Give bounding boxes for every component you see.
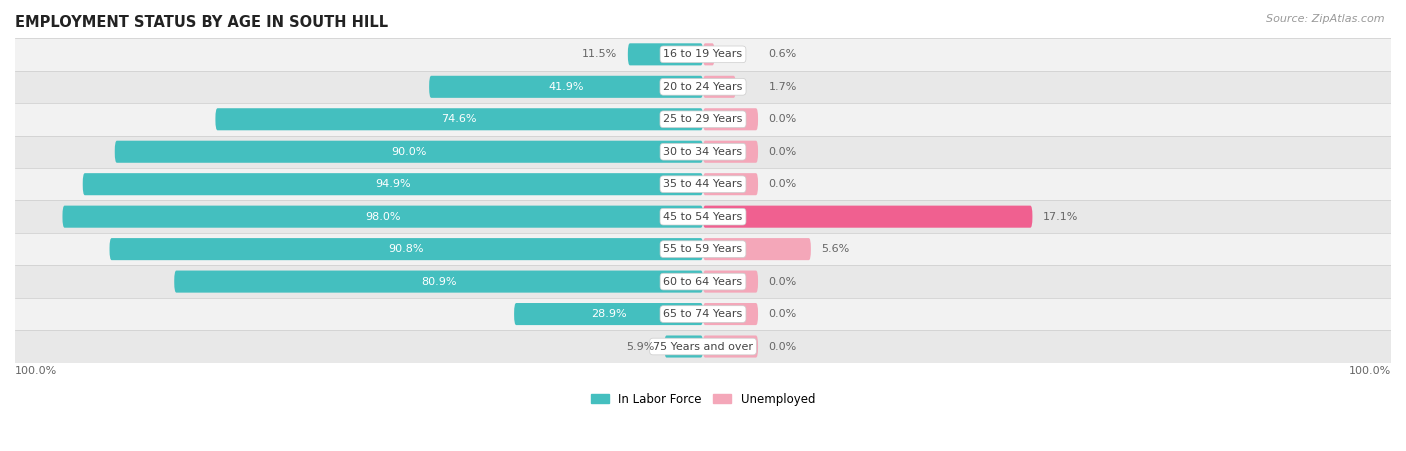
Text: EMPLOYMENT STATUS BY AGE IN SOUTH HILL: EMPLOYMENT STATUS BY AGE IN SOUTH HILL [15, 15, 388, 30]
Text: 11.5%: 11.5% [582, 49, 617, 60]
FancyBboxPatch shape [83, 173, 703, 195]
Bar [15, 135, 1391, 168]
FancyBboxPatch shape [703, 43, 714, 65]
Text: 41.9%: 41.9% [548, 82, 583, 92]
Text: Source: ZipAtlas.com: Source: ZipAtlas.com [1267, 14, 1385, 23]
Text: 5.6%: 5.6% [821, 244, 849, 254]
Text: 100.0%: 100.0% [15, 366, 58, 376]
Text: 65 to 74 Years: 65 to 74 Years [664, 309, 742, 319]
Bar [15, 200, 1391, 233]
Bar [15, 298, 1391, 330]
FancyBboxPatch shape [703, 206, 1032, 228]
Text: 5.9%: 5.9% [626, 341, 654, 351]
Text: 45 to 54 Years: 45 to 54 Years [664, 212, 742, 221]
Text: 55 to 59 Years: 55 to 59 Years [664, 244, 742, 254]
Bar [15, 168, 1391, 200]
FancyBboxPatch shape [515, 303, 703, 325]
Text: 98.0%: 98.0% [366, 212, 401, 221]
FancyBboxPatch shape [703, 76, 735, 98]
Text: 0.0%: 0.0% [768, 341, 797, 351]
FancyBboxPatch shape [174, 271, 703, 293]
Text: 0.0%: 0.0% [768, 114, 797, 124]
FancyBboxPatch shape [703, 108, 758, 130]
Bar [15, 70, 1391, 103]
Bar [15, 103, 1391, 135]
Text: 90.8%: 90.8% [388, 244, 425, 254]
Text: 25 to 29 Years: 25 to 29 Years [664, 114, 742, 124]
Text: 1.7%: 1.7% [768, 82, 797, 92]
Bar [15, 38, 1391, 70]
Text: 17.1%: 17.1% [1043, 212, 1078, 221]
Bar [15, 265, 1391, 298]
FancyBboxPatch shape [703, 271, 758, 293]
FancyBboxPatch shape [110, 238, 703, 260]
FancyBboxPatch shape [215, 108, 703, 130]
Bar [15, 233, 1391, 265]
Text: 75 Years and over: 75 Years and over [652, 341, 754, 351]
FancyBboxPatch shape [703, 303, 758, 325]
Text: 100.0%: 100.0% [1348, 366, 1391, 376]
FancyBboxPatch shape [703, 238, 811, 260]
FancyBboxPatch shape [703, 141, 758, 163]
FancyBboxPatch shape [115, 141, 703, 163]
Legend: In Labor Force, Unemployed: In Labor Force, Unemployed [591, 392, 815, 405]
Text: 0.0%: 0.0% [768, 179, 797, 189]
FancyBboxPatch shape [703, 173, 758, 195]
FancyBboxPatch shape [429, 76, 703, 98]
Text: 28.9%: 28.9% [591, 309, 626, 319]
Text: 20 to 24 Years: 20 to 24 Years [664, 82, 742, 92]
Text: 30 to 34 Years: 30 to 34 Years [664, 147, 742, 157]
Text: 0.0%: 0.0% [768, 276, 797, 286]
Text: 0.6%: 0.6% [768, 49, 797, 60]
Text: 94.9%: 94.9% [375, 179, 411, 189]
Text: 0.0%: 0.0% [768, 147, 797, 157]
Text: 16 to 19 Years: 16 to 19 Years [664, 49, 742, 60]
Text: 74.6%: 74.6% [441, 114, 477, 124]
FancyBboxPatch shape [62, 206, 703, 228]
Bar [15, 330, 1391, 363]
Text: 80.9%: 80.9% [420, 276, 457, 286]
FancyBboxPatch shape [703, 336, 758, 358]
Text: 35 to 44 Years: 35 to 44 Years [664, 179, 742, 189]
Text: 60 to 64 Years: 60 to 64 Years [664, 276, 742, 286]
FancyBboxPatch shape [628, 43, 703, 65]
FancyBboxPatch shape [665, 336, 703, 358]
Text: 0.0%: 0.0% [768, 309, 797, 319]
Text: 90.0%: 90.0% [391, 147, 426, 157]
